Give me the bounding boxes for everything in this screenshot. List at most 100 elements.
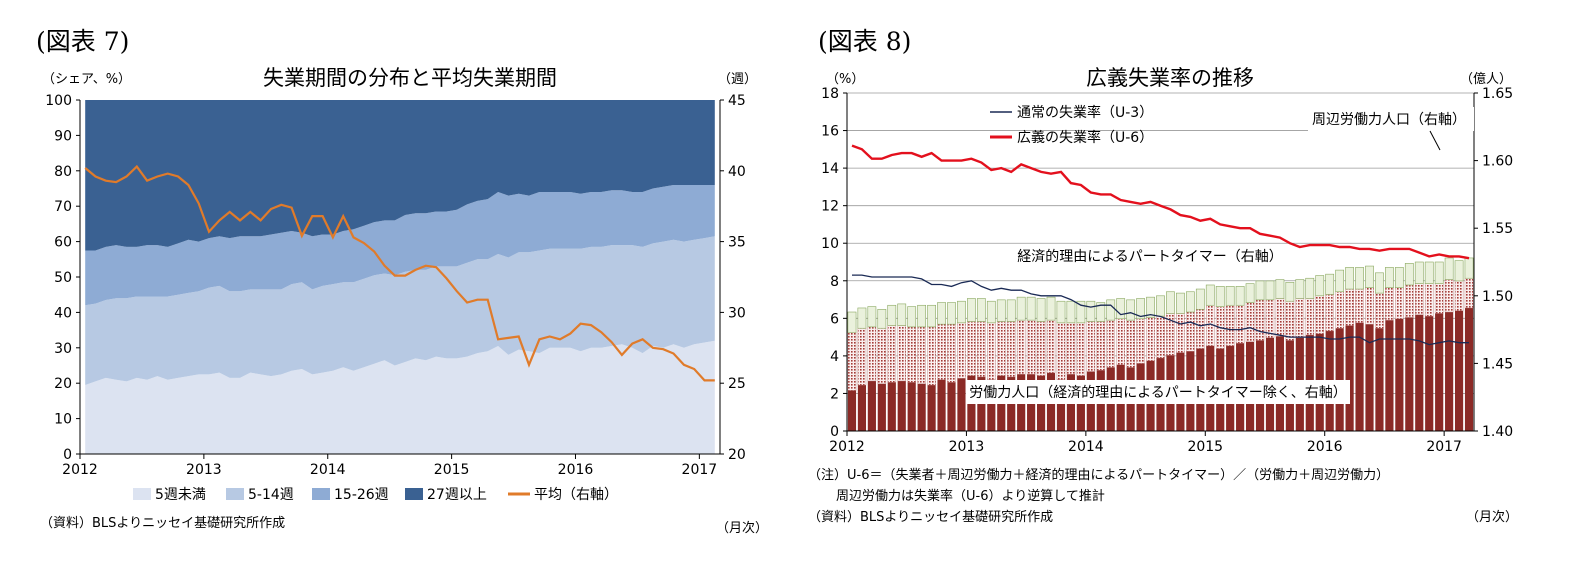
bar-part-time <box>1016 319 1026 375</box>
bar-marginal <box>1205 284 1215 306</box>
y-tick-label: 90 <box>54 128 72 144</box>
y-tick-label: 8 <box>830 274 839 290</box>
bar-part-time <box>1006 321 1016 378</box>
bar-marginal <box>967 298 976 322</box>
bar-part-time <box>1126 319 1135 368</box>
left-chart-y-unit: （シェア、%） <box>42 72 132 87</box>
bar-labor-force <box>1445 312 1454 431</box>
bar-labor-force <box>1385 320 1394 431</box>
bar-part-time <box>1464 278 1474 309</box>
bar-marginal <box>1076 300 1086 324</box>
x-tick-label: 2012 <box>829 439 865 455</box>
bar-part-time <box>1225 305 1235 347</box>
bar-marginal <box>1255 280 1265 301</box>
bar-marginal <box>1434 261 1444 284</box>
y2-tick-label: 40 <box>728 164 746 180</box>
area-4 <box>85 100 715 251</box>
bar-marginal <box>957 300 966 324</box>
bar-marginal <box>1424 261 1434 284</box>
label-marginal: 周辺労働力人口（右軸） <box>1312 112 1466 128</box>
bar-part-time <box>877 328 887 384</box>
y-tick-label: 100 <box>45 93 72 109</box>
bar-part-time <box>1245 302 1255 342</box>
bar-part-time <box>947 323 956 383</box>
bar-marginal <box>1315 275 1325 297</box>
y2-tick-label: 1.40 <box>1482 424 1513 440</box>
y-tick-label: 60 <box>54 235 72 251</box>
right-chart-y2-unit: （億人） <box>1460 72 1513 87</box>
bar-marginal <box>1086 300 1096 322</box>
legend-label: 15-26週 <box>334 487 389 503</box>
bar-part-time <box>857 328 867 386</box>
bar-part-time <box>1444 279 1454 313</box>
x-tick-label: 2016 <box>1307 439 1343 455</box>
right-estimation-note: 周辺労働力は失業率（U-6）より逆算して推計 <box>836 489 1105 504</box>
bar-part-time <box>897 325 907 382</box>
bar-part-time <box>1196 309 1205 349</box>
bar-marginal <box>1285 281 1295 302</box>
u6-line <box>851 144 1470 260</box>
y-tick-label: 40 <box>54 305 72 321</box>
bar-part-time <box>907 326 916 383</box>
bar-marginal <box>1156 295 1165 317</box>
y-tick-label: 4 <box>830 349 839 365</box>
bar-marginal <box>1215 286 1225 307</box>
right-chart: 0 2 4 6 8 10 12 14 16 18 1.40 1.45 1.50 1.55 1.60 1.65 2… <box>821 86 1513 455</box>
y-tick-label: 6 <box>830 311 839 327</box>
right-chart-y-unit: （%） <box>826 72 865 87</box>
label-marginal-bg <box>1308 107 1474 131</box>
x-tick-label: 2012 <box>62 462 98 478</box>
bar-part-time <box>847 332 857 391</box>
bar-labor-force <box>857 385 867 431</box>
y-tick-label: 50 <box>54 270 72 286</box>
bar-part-time <box>1454 280 1464 311</box>
bar-marginal <box>1136 298 1145 320</box>
bar-labor-force <box>987 379 996 431</box>
bar-part-time <box>917 326 926 384</box>
bar-part-time <box>1096 321 1106 371</box>
bar-marginal <box>927 304 936 328</box>
avg-duration-line <box>84 164 715 382</box>
x-tick-label: 2014 <box>310 462 346 478</box>
bar-labor-force <box>907 382 916 431</box>
bar-part-time <box>1434 283 1444 314</box>
bar-labor-force <box>1056 379 1066 431</box>
bar-marginal <box>986 300 996 324</box>
y-tick-label: 10 <box>54 412 72 428</box>
bar-part-time <box>1275 298 1285 337</box>
area-3 <box>85 185 715 306</box>
bar-marginal <box>907 306 917 328</box>
bar-part-time <box>867 326 877 382</box>
bar-marginal <box>1325 273 1335 295</box>
bar-marginal <box>1195 288 1205 310</box>
bar-marginal <box>1414 261 1424 284</box>
y-tick-label: 2 <box>830 386 839 402</box>
y-tick-label: 80 <box>54 164 72 180</box>
bar-marginal <box>1146 296 1155 318</box>
y2-tick-label: 30 <box>728 305 746 321</box>
panel-label-left: (図表 7) <box>36 27 130 56</box>
bar-part-time <box>1146 317 1155 361</box>
bar-marginal <box>1444 257 1454 280</box>
bar-part-time <box>1395 287 1404 319</box>
bar-part-time <box>1424 283 1434 317</box>
y2-tick-label: 25 <box>728 376 746 392</box>
bar-labor-force <box>847 390 857 431</box>
bar-marginal <box>1275 279 1285 299</box>
bar-marginal <box>887 304 897 326</box>
label-lf-bg <box>966 380 1350 404</box>
bar-part-time <box>927 326 936 386</box>
x-tick-label: 2015 <box>434 462 470 478</box>
y-tick-label: 30 <box>54 341 72 357</box>
bar-marginal <box>1066 300 1076 324</box>
bar-labor-force <box>957 378 966 431</box>
bar-part-time <box>967 321 976 376</box>
bar-labor-force <box>937 379 946 431</box>
bar-marginal <box>847 311 857 333</box>
y-tick-label: 16 <box>821 124 839 140</box>
bar-labor-force <box>887 382 896 431</box>
panel-label-right: (図表 8) <box>818 27 912 56</box>
bar-labor-force <box>947 382 956 431</box>
bar-labor-force <box>1405 317 1414 431</box>
legend-swatch <box>226 488 244 500</box>
